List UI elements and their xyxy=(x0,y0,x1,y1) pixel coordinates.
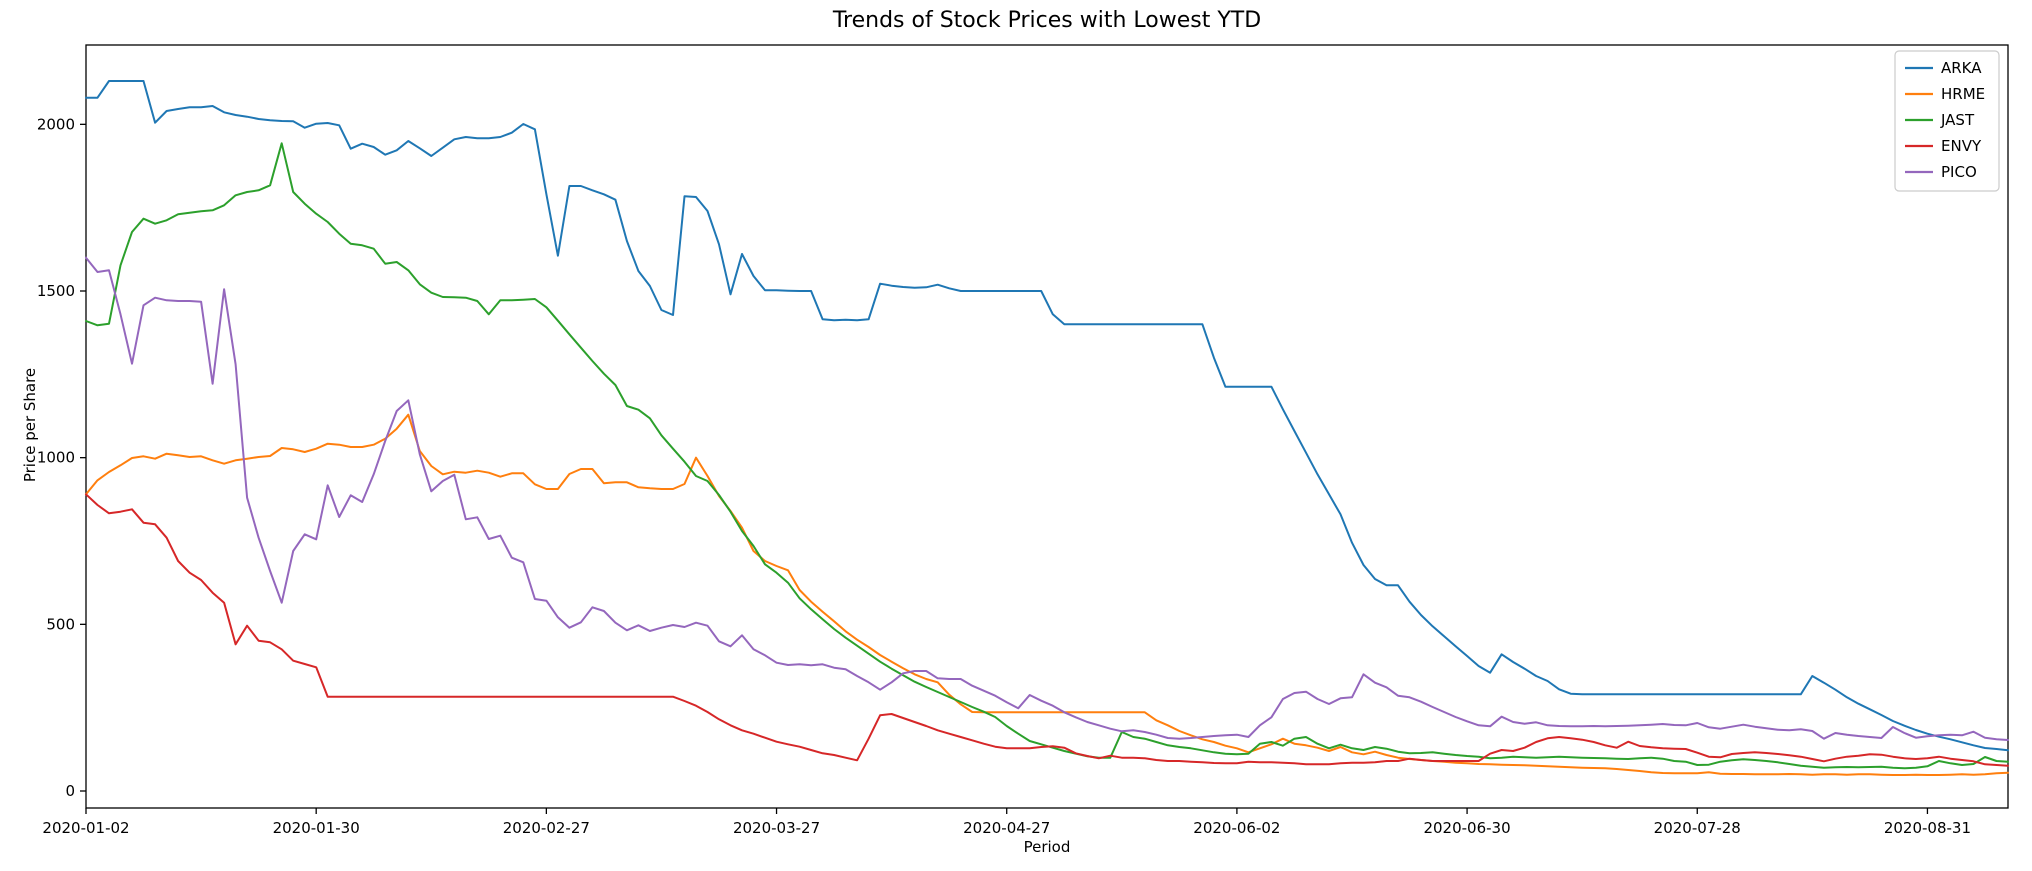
series-line-jast xyxy=(85,142,2009,770)
y-tick-label: 1000 xyxy=(37,449,75,467)
y-tick-label: 500 xyxy=(46,615,75,633)
x-tick-label: 2020-06-30 xyxy=(1423,819,1510,837)
y-tick-label: 1500 xyxy=(37,282,75,300)
x-tick-label: 2020-02-27 xyxy=(503,819,590,837)
x-axis-label: Period xyxy=(1023,838,1071,856)
axes-spines xyxy=(85,44,2009,809)
legend-label-envy: ENVY xyxy=(1941,137,1982,155)
x-tick-label: 2020-01-02 xyxy=(42,819,129,837)
legend-label-jast: JAST xyxy=(1940,111,1975,129)
series-line-pico xyxy=(85,256,2009,741)
chart-title: Trends of Stock Prices with Lowest YTD xyxy=(832,8,1262,33)
y-tick-label: 0 xyxy=(65,782,75,800)
x-tick-label: 2020-07-28 xyxy=(1654,819,1741,837)
legend-label-pico: PICO xyxy=(1941,163,1977,181)
legend-box xyxy=(1894,50,2000,192)
x-tick-label: 2020-03-27 xyxy=(733,819,820,837)
y-tick-label: 2000 xyxy=(37,115,75,133)
series-line-arka xyxy=(85,80,2009,752)
x-tick-label: 2020-01-30 xyxy=(273,819,360,837)
legend-label-arka: ARKA xyxy=(1941,59,1982,77)
x-tick-label: 2020-08-31 xyxy=(1884,819,1971,837)
series-line-hrme xyxy=(85,413,2009,776)
x-tick-label: 2020-06-02 xyxy=(1193,819,1280,837)
x-tick-label: 2020-04-27 xyxy=(963,819,1050,837)
legend-label-hrme: HRME xyxy=(1941,85,1985,103)
series-line-envy xyxy=(85,493,2009,767)
